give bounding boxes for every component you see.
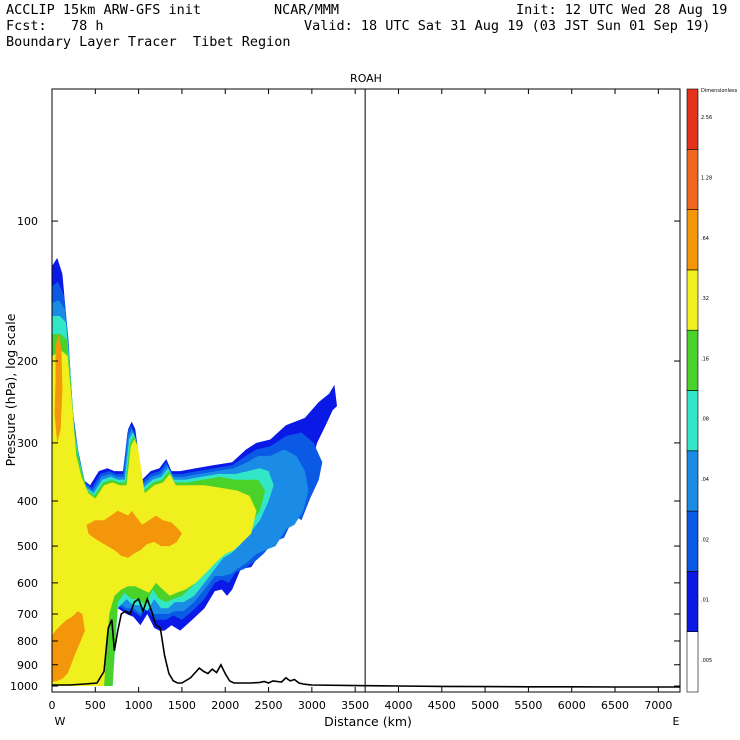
y-axis-title: Pressure (hPa), log scale: [3, 313, 18, 466]
y-axis-ticks: 100 200 300 400 500 600 700 800 900 1000: [10, 215, 680, 693]
y-tick-label-1000: 1000: [10, 680, 38, 693]
colorbar-units-label: Dimensionless: [701, 88, 738, 94]
x-tick-label-6000: 6000: [558, 699, 586, 712]
colorbar-label-2: .02: [701, 537, 709, 543]
header-init-time: Init: 12 UTC Wed 28 Aug 19: [516, 2, 728, 18]
colorbar-label-1: .01: [701, 598, 709, 604]
x-tick-label-500: 500: [85, 699, 106, 712]
x-tick-label-1000: 1000: [125, 699, 153, 712]
x-axis-west-label: W: [55, 715, 66, 728]
y-tick-label-900: 900: [17, 659, 38, 672]
colorbar-swatch-7: [686, 209, 699, 271]
colorbar-label-7: .64: [701, 236, 709, 242]
y-tick-label-400: 400: [17, 495, 38, 508]
x-tick-label-1500: 1500: [168, 699, 196, 712]
colorbar-label-5: .16: [701, 356, 709, 362]
x-tick-label-3000: 3000: [298, 699, 326, 712]
terrain-profile-group: [52, 596, 680, 688]
colorbar-swatch-6: [686, 269, 699, 331]
colorbar-swatch-9: [686, 88, 699, 150]
terrain-profile: [52, 596, 680, 688]
x-axis-title: Distance (km): [324, 714, 412, 729]
colorbar-label-6: .32: [701, 296, 709, 302]
colorbar-swatch-1: [686, 571, 699, 633]
colorbar-label-9: 2.56: [701, 115, 712, 121]
colorbar-label-0: .005: [701, 658, 712, 664]
colorbar-swatch-2: [686, 510, 699, 572]
header-model-title: ACCLIP 15km ARW-GFS init: [6, 2, 202, 18]
header-field-name: Boundary Layer Tracer Tibet Region: [6, 34, 291, 50]
colorbar-swatch-4: [686, 390, 699, 452]
x-tick-label-4500: 4500: [428, 699, 456, 712]
colorbar-swatch-8: [686, 149, 699, 210]
x-tick-label-7000: 7000: [644, 699, 672, 712]
colorbar-label-8: 1.28: [701, 176, 712, 182]
x-tick-label-6500: 6500: [601, 699, 629, 712]
tracer-contours: [52, 257, 337, 686]
x-tick-label-2500: 2500: [255, 699, 283, 712]
x-axis-east-label: E: [673, 715, 680, 728]
y-tick-label-100: 100: [17, 215, 38, 228]
header-forecast-hour: Fcst: 78 h: [6, 18, 104, 34]
colorbar-label-3: .04: [701, 477, 709, 483]
colorbar-swatch-5: [686, 329, 699, 391]
header-organization: NCAR/MMM: [274, 2, 340, 18]
chart-title: ROAH: [350, 72, 382, 85]
tracer-region-64-7: [86, 510, 182, 558]
x-tick-label-5500: 5500: [514, 699, 542, 712]
y-tick-label-200: 200: [17, 355, 38, 368]
x-tick-label-4000: 4000: [384, 699, 412, 712]
colorbar-swatch-0: [686, 631, 699, 693]
y-tick-label-700: 700: [17, 608, 38, 621]
plot-frame: [51, 88, 681, 693]
x-tick-label-5000: 5000: [471, 699, 499, 712]
colorbar-swatch-3: [686, 450, 699, 512]
x-tick-label-2000: 2000: [211, 699, 239, 712]
y-tick-label-500: 500: [17, 540, 38, 553]
colorbar-label-4: .08: [701, 417, 709, 423]
y-tick-label-600: 600: [17, 577, 38, 590]
y-tick-label-800: 800: [17, 635, 38, 648]
y-tick-label-300: 300: [17, 437, 38, 450]
tracer-region-64-6: [52, 611, 85, 682]
header-valid-time: Valid: 18 UTC Sat 31 Aug 19 (03 JST Sun …: [304, 18, 711, 34]
colorbar: .005 .01 .02 .04 .08 .16 .32 .64 1.28 2.56 Dimensi…: [686, 88, 738, 693]
x-axis-ticks: 0 500 1000 1500 2000 2500 3000 3500 4000 4500 5000…: [49, 89, 672, 712]
x-tick-label-3500: 3500: [341, 699, 369, 712]
x-tick-label-0: 0: [49, 699, 56, 712]
